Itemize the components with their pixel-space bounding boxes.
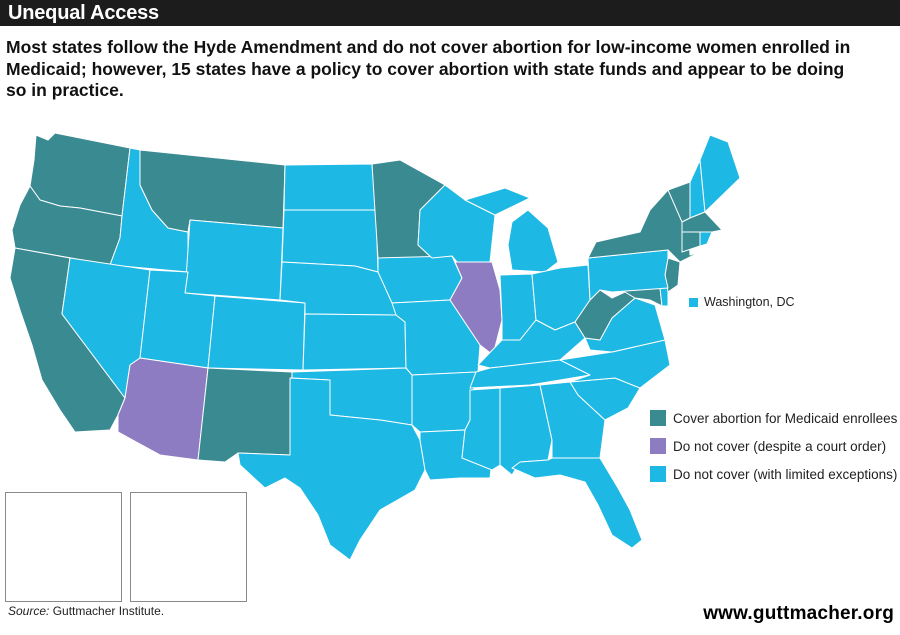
state-NM <box>197 367 293 463</box>
dc-swatch <box>689 297 698 307</box>
state-TX <box>237 377 426 561</box>
legend-item-limited: Do not cover (with limited exceptions) <box>650 466 897 482</box>
figure-subtitle: Most states follow the Hyde Amendment an… <box>6 37 851 100</box>
state-ME <box>699 134 741 213</box>
legend-item-court-order: Do not cover (despite a court order) <box>650 438 897 454</box>
legend-swatch-limited <box>650 466 666 482</box>
source-text: Guttmacher Institute. <box>49 604 165 618</box>
state-PA <box>587 249 669 301</box>
state-KS <box>302 313 407 371</box>
state-WY <box>184 219 284 301</box>
state-AR <box>411 371 477 433</box>
state-DE <box>659 287 669 307</box>
state-CT <box>681 231 701 253</box>
title-bar: Unequal Access <box>0 0 900 26</box>
source-note: Source: Guttmacher Institute. <box>8 604 164 618</box>
legend-label-court-order: Do not cover (despite a court order) <box>673 438 887 454</box>
legend-swatch-court-order <box>650 438 666 454</box>
legend-swatch-cover <box>650 410 666 426</box>
state-IL <box>449 261 503 356</box>
state-IA <box>377 255 463 304</box>
dc-marker: Washington, DC <box>689 295 795 309</box>
figure-title: Unequal Access <box>8 2 159 24</box>
state-MT <box>139 149 286 233</box>
state-RI <box>699 231 713 247</box>
legend-label-cover: Cover abortion for Medicaid enrollees <box>673 410 898 426</box>
state-FL <box>511 457 643 549</box>
legend-item-cover: Cover abortion for Medicaid enrollees <box>650 410 897 426</box>
website-url[interactable]: www.guttmacher.org <box>703 603 894 624</box>
hawaii-inset-frame <box>130 492 247 602</box>
dc-label: Washington, DC <box>704 295 795 309</box>
legend-label-limited: Do not cover (with limited exceptions) <box>673 466 898 482</box>
state-CO <box>207 295 306 371</box>
state-AZ <box>117 357 209 461</box>
legend: Cover abortion for Medicaid enrollees Do… <box>650 410 897 494</box>
contiguous-states <box>9 132 741 561</box>
state-MI <box>464 187 559 273</box>
source-label: Source: <box>8 604 50 618</box>
state-ND <box>283 163 377 211</box>
alaska-inset-frame <box>5 492 122 602</box>
